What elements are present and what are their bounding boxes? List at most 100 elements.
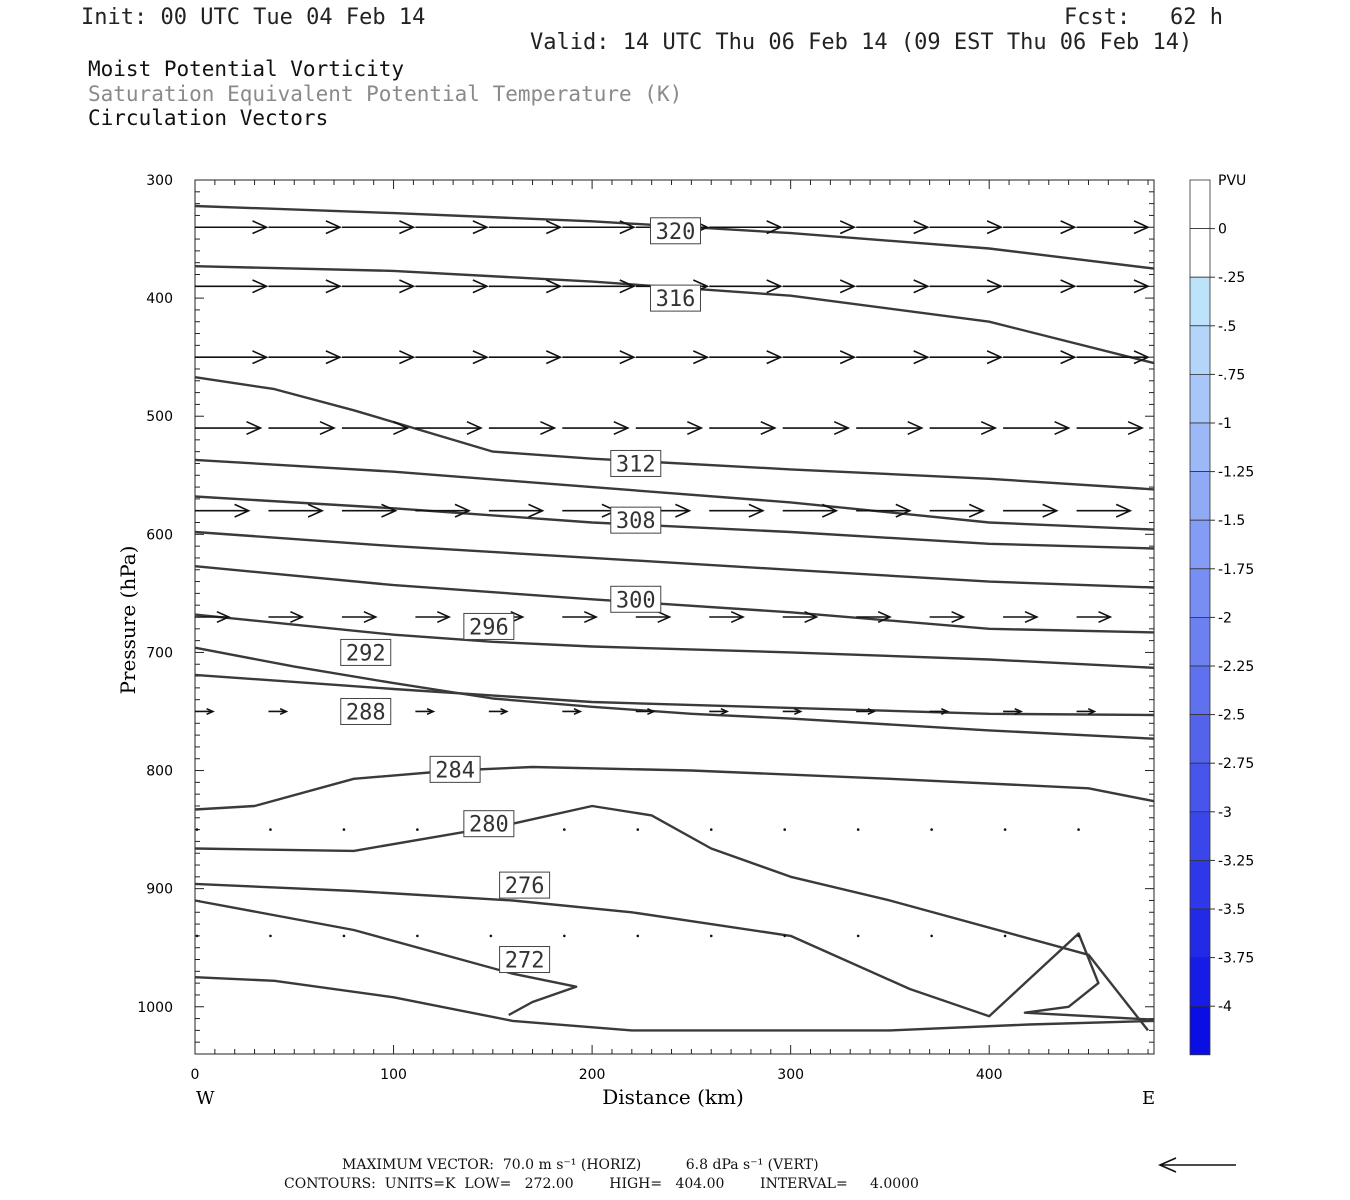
colorbar-label: -3.5 <box>1218 902 1245 918</box>
vector-head <box>216 610 231 624</box>
field-title-vectors: Circulation Vectors <box>88 106 329 130</box>
y-tick-label: 900 <box>146 882 173 898</box>
contour-label-text: 320 <box>656 220 696 245</box>
vector-head <box>913 350 930 365</box>
vector-head <box>839 220 857 235</box>
reference-vector <box>1158 1157 1236 1173</box>
colorbar-label: -3.25 <box>1218 853 1254 869</box>
vector-head <box>325 350 342 365</box>
colorbar-swatch <box>1189 179 1211 229</box>
colorbar-swatch <box>1189 568 1211 618</box>
vector-head <box>1133 220 1150 235</box>
vector-dot <box>856 934 860 938</box>
colorbar-swatch <box>1189 422 1211 472</box>
vector-head <box>319 420 336 436</box>
vector-dot <box>563 934 566 938</box>
contour-label-text: 312 <box>616 452 656 477</box>
contour-label-box <box>610 506 662 534</box>
x-tick-label: 300 <box>777 1067 804 1083</box>
contour-line-300 <box>194 565 1155 634</box>
vector-head <box>986 220 1004 235</box>
vector-head <box>399 220 416 235</box>
vector-head <box>766 220 783 235</box>
vector-head <box>540 420 557 436</box>
vector-head <box>206 707 215 716</box>
vector-head <box>839 350 857 365</box>
contour-line-296 <box>194 613 1155 669</box>
vector-head <box>290 610 305 624</box>
vector-head <box>1060 220 1077 235</box>
colorbar-swatch <box>1189 908 1211 958</box>
colorbar-label: -2.5 <box>1218 708 1245 724</box>
contour-info-note: CONTOURS: UNITS=K LOW= 272.00 HIGH= 404.… <box>284 1176 919 1192</box>
contour-line-288 <box>194 673 1155 717</box>
vector-head <box>1060 279 1077 294</box>
vector-head <box>545 279 563 294</box>
vector-dot <box>489 934 493 938</box>
vector-head <box>545 220 563 235</box>
vector-dot <box>269 828 272 831</box>
vector-head <box>968 503 986 518</box>
contour-label-text: 316 <box>656 287 696 312</box>
vector-dot <box>636 934 640 938</box>
colorbar-label: -.75 <box>1218 367 1245 383</box>
vector-head <box>454 503 471 518</box>
contour-line-276 <box>194 882 1155 1021</box>
contour-label-text: 276 <box>505 874 545 899</box>
contour-label-text: 308 <box>616 509 656 534</box>
contour-label-box <box>649 284 701 312</box>
x-axis-east-label: E <box>1142 1088 1155 1109</box>
vector-head <box>675 503 692 518</box>
vector-head <box>252 220 269 235</box>
vector-dot <box>856 828 860 831</box>
vector-head <box>619 350 636 365</box>
vector-head <box>246 420 263 436</box>
vector-head <box>325 220 342 235</box>
colorbar-swatch <box>1189 762 1211 813</box>
vector-head <box>363 610 378 624</box>
vector-head <box>510 610 525 624</box>
y-tick-label: 600 <box>146 527 173 543</box>
vector-head <box>986 279 1004 294</box>
vector-dot <box>342 934 346 938</box>
contour-label-box <box>340 697 392 725</box>
vector-head <box>1133 279 1150 294</box>
vector-head <box>1014 707 1023 716</box>
x-tick-label: 0 <box>191 1067 200 1083</box>
vector-head <box>1060 350 1077 365</box>
vector-head <box>436 610 452 624</box>
max-vector-note: MAXIMUM VECTOR: 70.0 m s⁻¹ (HORIZ) 6.8 d… <box>342 1157 819 1173</box>
vector-dot <box>709 828 713 831</box>
colorbar-swatch <box>1189 714 1211 764</box>
vector-dot <box>563 828 566 831</box>
colorbar-label: -3 <box>1218 805 1232 821</box>
vector-head <box>657 610 672 624</box>
colorbar-swatch <box>1189 228 1211 278</box>
vector-head <box>1098 610 1113 624</box>
colorbar-label: -3.75 <box>1218 951 1254 967</box>
colorbar-label: -2.25 <box>1218 659 1254 675</box>
vector-head <box>619 220 636 235</box>
vector-dot <box>783 828 787 831</box>
colorbar-swatch <box>1189 957 1211 1007</box>
vector-head <box>545 350 563 365</box>
contour-label-box <box>610 449 662 477</box>
vector-head <box>821 503 839 518</box>
contour-label-box <box>610 585 662 613</box>
colorbar-swatch <box>1189 373 1211 424</box>
colorbar-label: -4 <box>1218 999 1232 1015</box>
contour-line-304 <box>194 530 1155 589</box>
forecast-hour: Fcst: 62 h <box>1064 5 1223 30</box>
contour-label-box <box>649 217 701 245</box>
valid-time: Valid: 14 UTC Thu 06 Feb 14 (09 EST Thu … <box>530 30 1193 55</box>
x-tick-label: 100 <box>380 1067 407 1083</box>
vector-dot <box>1077 934 1080 938</box>
y-tick-label: 500 <box>146 409 173 425</box>
contour-line-308 <box>194 495 1155 550</box>
vector-head <box>393 420 410 436</box>
vector-head <box>234 503 251 518</box>
vector-head <box>766 350 783 365</box>
vector-head <box>760 420 777 436</box>
vector-head <box>913 279 930 294</box>
y-tick-label: 1000 <box>137 1000 173 1016</box>
